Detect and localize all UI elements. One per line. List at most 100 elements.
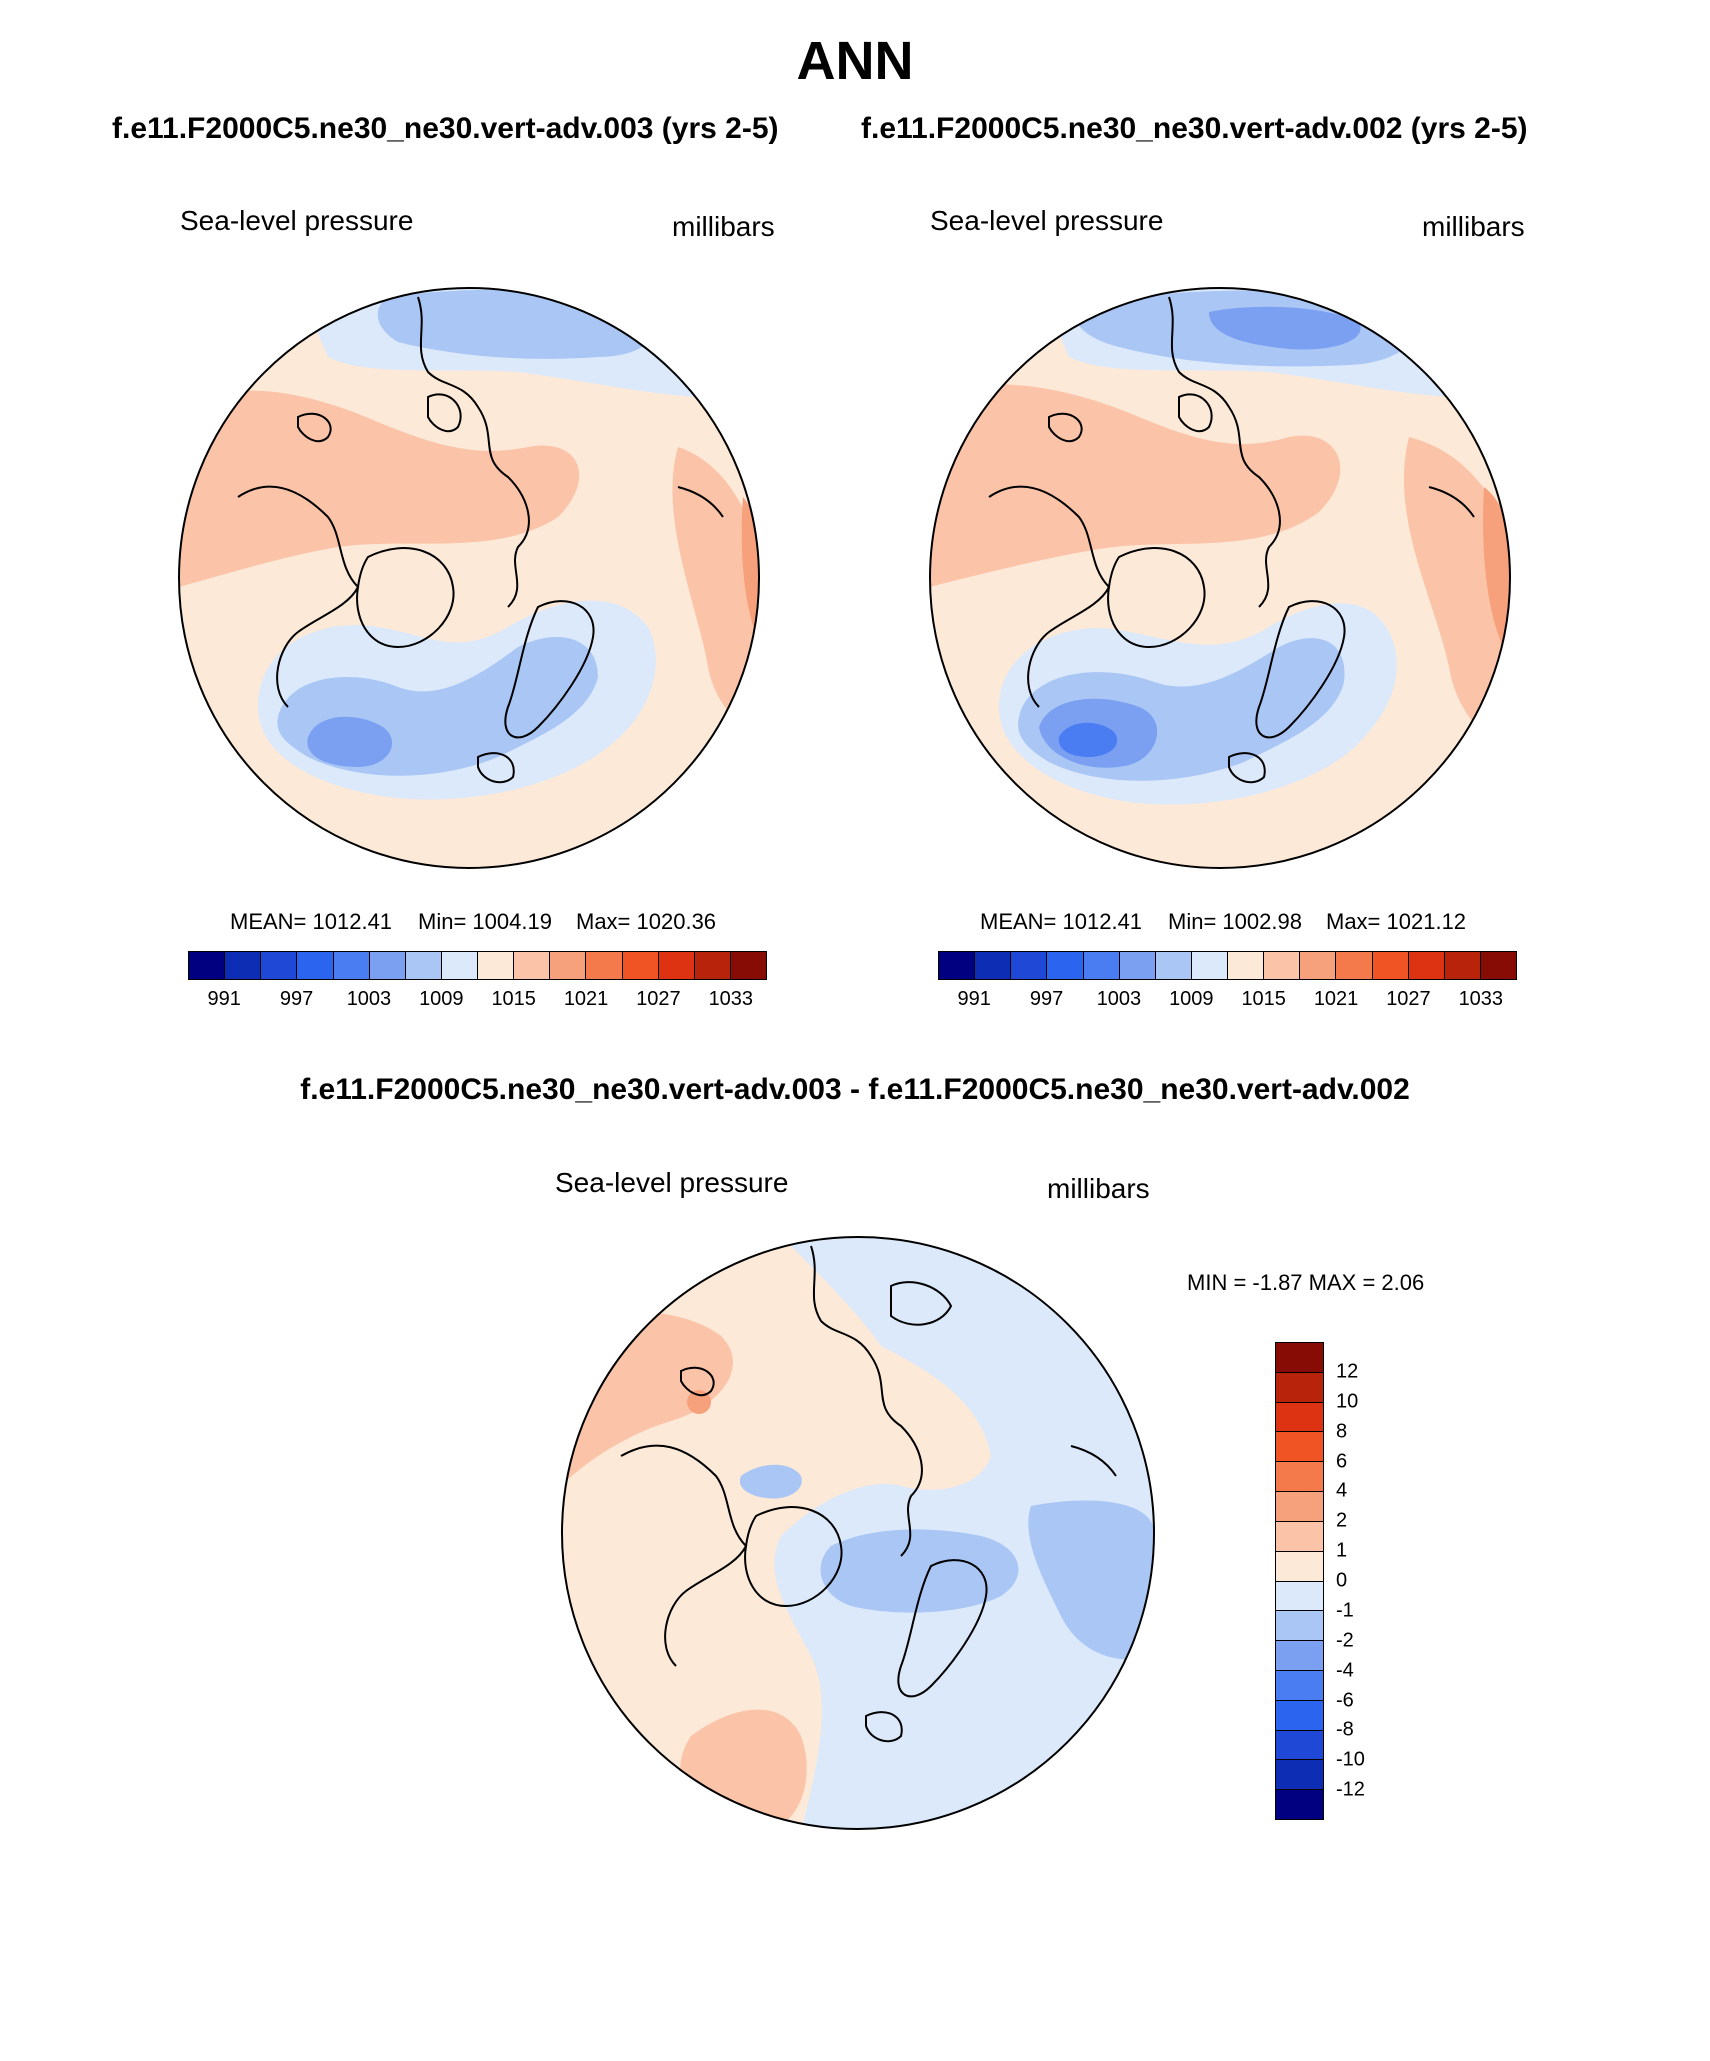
diff-colorbar-swatch bbox=[1276, 1730, 1323, 1761]
panel-b-region-icelandic-core bbox=[1058, 722, 1118, 757]
diff-region-pacific-peak bbox=[687, 1390, 711, 1414]
diff-colorbar-swatch bbox=[1276, 1402, 1323, 1433]
panel-a-colorbar-swatch bbox=[478, 952, 515, 979]
panel-b-units-label: millibars bbox=[1422, 211, 1525, 242]
diff-colorbar-swatch bbox=[1276, 1670, 1323, 1701]
panel-a-colorbar-swatch bbox=[730, 952, 766, 979]
panel-a-colorbar-tick-label: 1027 bbox=[636, 988, 681, 1010]
diff-coastlines bbox=[620, 1245, 1117, 1743]
panel-b-colorbar-swatch bbox=[1300, 952, 1337, 979]
panel-a-min: Min= 1004.19 bbox=[418, 909, 552, 934]
diff-colorbar-swatch bbox=[1276, 1641, 1323, 1671]
panel-a-colorbar-tick-label: 997 bbox=[279, 988, 314, 1010]
panel-a-region-east-peak bbox=[741, 497, 759, 647]
diff-colorbar-tick-label: -12 bbox=[1336, 1778, 1365, 1801]
diff-colorbar-swatch bbox=[1276, 1700, 1323, 1731]
panel-b-colorbar-swatch bbox=[1228, 952, 1265, 979]
panel-b-colorbar-tick-label: 1027 bbox=[1386, 988, 1431, 1010]
diff-colorbar-swatch bbox=[1276, 1432, 1323, 1463]
diff-colorbar-tick-label: 12 bbox=[1336, 1360, 1359, 1383]
diff-variable-label: Sea-level pressure bbox=[555, 1167, 789, 1198]
panel-b-colorbar-swatch bbox=[1372, 952, 1409, 979]
diff-colorbar-swatch bbox=[1276, 1790, 1323, 1819]
case-a-title: f.e11.F2000C5.ne30_ne30.vert-adv.003 (yr… bbox=[112, 112, 779, 145]
panel-a-polar-map bbox=[178, 287, 760, 869]
panel-a-units-label: millibars bbox=[672, 211, 775, 242]
diff-colorbar-swatch bbox=[1276, 1462, 1323, 1493]
panel-a-colorbar-swatch bbox=[514, 952, 551, 979]
diff-colorbar-tick-label: -8 bbox=[1336, 1718, 1354, 1741]
panel-a-map-border bbox=[178, 287, 760, 869]
panel-b-colorbar-tick-label: 997 bbox=[1029, 988, 1064, 1010]
panel-b-colorbar-swatch bbox=[1408, 952, 1445, 979]
diff-colorbar-tick-label: -1 bbox=[1336, 1599, 1354, 1622]
panel-b-polar-map bbox=[929, 287, 1511, 869]
panel-b-colorbar-swatch bbox=[1336, 952, 1373, 979]
diff-units-label: millibars bbox=[1047, 1173, 1150, 1204]
panel-a-colorbar-swatch bbox=[225, 952, 262, 979]
diff-map-border bbox=[561, 1236, 1155, 1830]
panel-a-variable-label: Sea-level pressure bbox=[180, 205, 414, 236]
diff-region-siberia-minus bbox=[1028, 1500, 1154, 1660]
diff-colorbar-tick-label: 10 bbox=[1336, 1390, 1359, 1413]
diff-colorbar-swatch bbox=[1276, 1343, 1323, 1373]
diff-colorbar-tick-label: 1 bbox=[1336, 1539, 1348, 1562]
panel-b-colorbar bbox=[938, 951, 1517, 980]
panel-a-region-pacific-high bbox=[179, 390, 580, 587]
diff-colorbar-tick-label: -4 bbox=[1336, 1659, 1354, 1682]
panel-a-colorbar-swatch bbox=[622, 952, 659, 979]
panel-a-coastlines bbox=[237, 296, 724, 784]
panel-b-region-north-low-deep bbox=[1209, 306, 1361, 350]
diff-colorbar-tick-label: -2 bbox=[1336, 1629, 1354, 1652]
panel-b-colorbar-swatch bbox=[1480, 952, 1516, 979]
panel-a-mean: MEAN= 1012.41 bbox=[230, 909, 393, 934]
panel-a-colorbar-swatch bbox=[297, 952, 334, 979]
panel-a-colorbar-tick-label: 1015 bbox=[491, 988, 536, 1010]
panel-a-colorbar bbox=[188, 951, 767, 980]
panel-a-colorbar-tick-label: 1033 bbox=[708, 988, 754, 1010]
panel-b-region-east-peak bbox=[1483, 487, 1510, 667]
panel-b-mean: MEAN= 1012.41 bbox=[980, 909, 1143, 934]
panel-b-colorbar-swatch bbox=[1119, 952, 1156, 979]
panel-a-colorbar-tick-label: 1021 bbox=[563, 988, 609, 1010]
panel-a-colorbar-swatch bbox=[333, 952, 370, 979]
difference-title: f.e11.F2000C5.ne30_ne30.vert-adv.003 - f… bbox=[300, 1073, 1410, 1106]
panel-b-colorbar-swatch bbox=[1011, 952, 1048, 979]
panel-b-colorbar-swatch bbox=[1155, 952, 1192, 979]
diff-colorbar-swatch bbox=[1276, 1551, 1323, 1582]
diff-minmax: MIN = -1.87 MAX = 2.06 bbox=[1187, 1270, 1425, 1295]
panel-a-max: Max= 1020.36 bbox=[576, 909, 717, 934]
panel-a-colorbar-tick-label: 1009 bbox=[419, 988, 464, 1010]
panel-b-colorbar-tick-label: 1003 bbox=[1096, 988, 1142, 1010]
diff-colorbar-swatch bbox=[1276, 1611, 1323, 1642]
panel-b-colorbar-swatch bbox=[1444, 952, 1481, 979]
panel-b-colorbar-swatch bbox=[1191, 952, 1228, 979]
panel-a-colorbar-swatch bbox=[369, 952, 406, 979]
diff-colorbar-swatch bbox=[1276, 1581, 1323, 1612]
diff-colorbar-tick-label: 8 bbox=[1336, 1420, 1348, 1443]
panel-a-colorbar-swatch bbox=[261, 952, 298, 979]
diff-colorbar bbox=[1275, 1342, 1324, 1820]
panel-b-colorbar-tick-label: 1021 bbox=[1313, 988, 1359, 1010]
panel-a-colorbar-tick-label: 1003 bbox=[346, 988, 392, 1010]
panel-b-variable-label: Sea-level pressure bbox=[930, 205, 1164, 236]
panel-a-colorbar-swatch bbox=[405, 952, 442, 979]
diff-colorbar-swatch bbox=[1276, 1372, 1323, 1403]
diff-colorbar-tick-label: -10 bbox=[1336, 1748, 1365, 1771]
diff-colorbar-swatch bbox=[1276, 1760, 1323, 1791]
diff-colorbar-tick-label: -6 bbox=[1336, 1689, 1354, 1711]
diff-colorbar-swatch bbox=[1276, 1521, 1323, 1552]
panel-b-colorbar-tick-label: 991 bbox=[957, 988, 991, 1010]
diff-region-europe-minus bbox=[820, 1529, 1019, 1613]
panel-a-colorbar-swatch bbox=[189, 952, 226, 979]
panel-b-max: Max= 1021.12 bbox=[1326, 909, 1467, 934]
panel-a-colorbar-swatch bbox=[550, 952, 587, 979]
diff-region-arctic-minus bbox=[739, 1464, 802, 1499]
panel-b-colorbar-swatch bbox=[939, 952, 976, 979]
panel-a-colorbar-swatch bbox=[441, 952, 478, 979]
page-title: ANN bbox=[796, 31, 914, 91]
panel-a-colorbar-swatch bbox=[658, 952, 695, 979]
panel-b-colorbar-tick-label: 1033 bbox=[1458, 988, 1504, 1010]
panel-a-colorbar-swatch bbox=[586, 952, 623, 979]
panel-b-colorbar-swatch bbox=[1264, 952, 1301, 979]
